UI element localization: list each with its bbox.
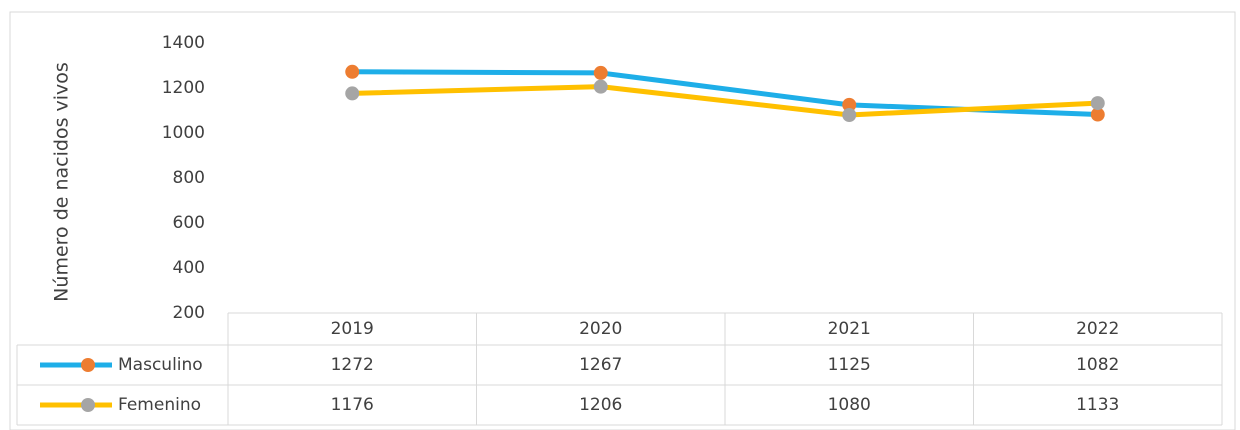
data-point [842, 108, 857, 122]
data-point [593, 79, 608, 94]
x-tick-label: 2020 [579, 319, 622, 339]
data-point [345, 64, 360, 79]
data-point [842, 97, 857, 112]
table-value: 1176 [331, 395, 374, 415]
y-tick-label: 1200 [162, 78, 205, 98]
data-point [1090, 107, 1105, 122]
table-value: 1272 [331, 355, 374, 375]
data-point [593, 65, 608, 80]
x-tick-label: 2022 [1076, 319, 1119, 339]
table-value: 1133 [1076, 395, 1119, 415]
table-value: 1267 [579, 355, 622, 375]
y-tick-label: 200 [173, 303, 205, 323]
y-tick-label: 800 [173, 168, 205, 188]
y-tick-label: 1400 [162, 33, 205, 53]
table-value: 1125 [828, 355, 871, 375]
x-tick-label: 2019 [331, 319, 374, 339]
series-line [352, 84, 1098, 118]
table-value: 1206 [579, 395, 622, 415]
y-tick-label: 600 [173, 213, 205, 233]
y-tick-label: 1000 [162, 123, 205, 143]
legend-marker [81, 358, 95, 372]
table-value: 1080 [828, 395, 871, 415]
y-axis-title: Número de nacidos vivos [51, 62, 73, 302]
x-tick-label: 2021 [828, 319, 871, 339]
data-point [1090, 96, 1105, 111]
table-value: 1082 [1076, 355, 1119, 375]
legend-label: Masculino [118, 355, 203, 375]
chart-border [9, 11, 1236, 430]
y-tick-label: 400 [173, 258, 205, 278]
legend-marker [81, 398, 95, 412]
data-point [345, 86, 360, 101]
legend-label: Femenino [118, 395, 201, 415]
